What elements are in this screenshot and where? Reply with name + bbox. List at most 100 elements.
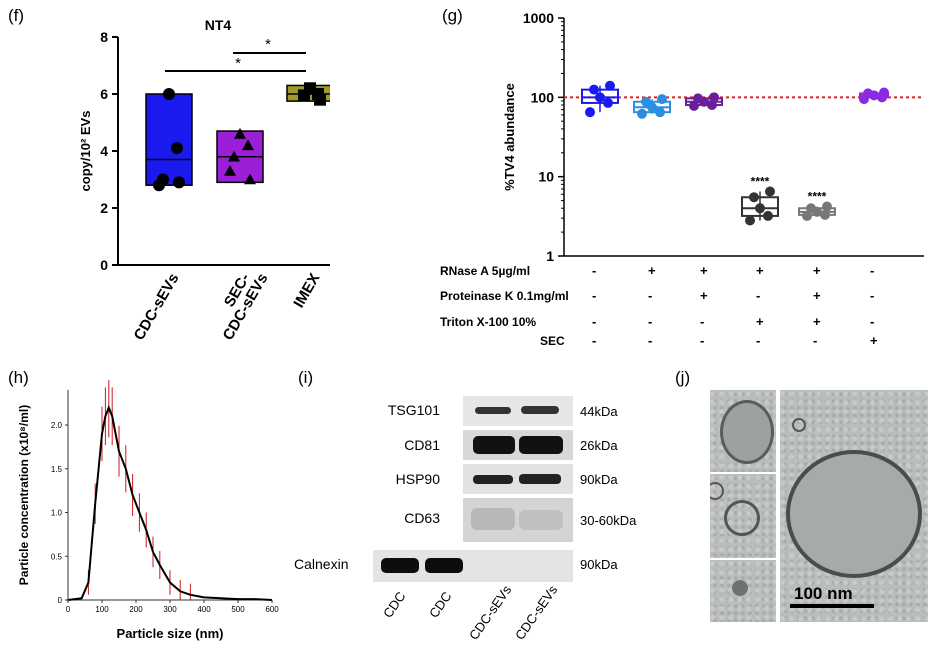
treatment-mark: - [592, 333, 596, 348]
treatment-mark: + [870, 333, 878, 348]
y-tick-label: 0.5 [51, 552, 63, 561]
x-tick-label: 200 [129, 605, 143, 614]
blot-kda-cd81: 26kDa [580, 438, 618, 453]
blot-kda-tsg101: 44kDa [580, 404, 618, 419]
panel-h-chart: 0 0.5 1.0 1.5 2.0 0 100 200 300 400 500 600 Particle… [17, 380, 279, 641]
lane-label-2: CDC [426, 588, 455, 621]
treatment-label: RNase A 5µg/ml [440, 264, 530, 278]
y-axis-label: Particle concentration (x10⁸/ml) [17, 405, 31, 585]
data-point [709, 92, 719, 103]
treatment-mark: - [756, 333, 760, 348]
blot-strip-hsp90 [463, 464, 573, 494]
y-tick-label: 1000 [523, 10, 554, 26]
data-point [585, 107, 595, 118]
data-point [244, 173, 256, 185]
x-tick-label: IMEX [290, 271, 323, 311]
treatment-label: SEC [540, 334, 565, 348]
data-point [298, 89, 310, 102]
treatment-mark: - [648, 314, 652, 329]
data-point [707, 100, 717, 111]
treatment-mark: + [648, 263, 656, 278]
significance-star: * [265, 36, 271, 53]
y-tick-label: 1.5 [51, 465, 63, 474]
box [581, 88, 619, 104]
data-point [822, 201, 832, 212]
panel-f-label: (f) [8, 6, 25, 25]
data-point [171, 142, 183, 155]
data-point [637, 108, 647, 119]
x-tick-label: 600 [265, 605, 279, 614]
x-tick-label: 500 [231, 605, 245, 614]
x-tick-label: 300 [163, 605, 177, 614]
data-point [595, 92, 605, 103]
blot-label-cd63: CD63 [404, 510, 440, 526]
data-point [242, 139, 254, 151]
treatment-mark: - [592, 263, 596, 278]
data-point [234, 127, 246, 139]
treatment-mark: + [813, 314, 821, 329]
panel-i-label: (i) [298, 368, 314, 387]
data-point [224, 164, 236, 176]
data-point [605, 80, 615, 91]
significance-label: **** [751, 175, 770, 189]
data-point [755, 203, 765, 214]
box [741, 196, 779, 217]
y-tick-label: 2.0 [51, 421, 63, 430]
x-axis-label: Particle size (nm) [117, 626, 224, 641]
blot-strip-calnexin [373, 550, 573, 582]
scale-bar-label: 100 nm [794, 584, 853, 603]
box [145, 93, 193, 186]
data-point [806, 203, 816, 214]
panel-g-label: (g) [442, 6, 463, 25]
data-point [693, 93, 703, 104]
y-tick-label: 8 [100, 29, 108, 45]
y-tick-label: 0 [58, 596, 63, 605]
data-point [314, 93, 326, 106]
em-tile-mid-left [710, 474, 776, 558]
x-tick-label: 0 [66, 605, 71, 614]
x-tick-label: 400 [197, 605, 211, 614]
data-point [173, 176, 185, 189]
treatment-mark: - [700, 333, 704, 348]
x-tick-label: 100 [95, 605, 109, 614]
data-point [589, 84, 599, 95]
data-point [879, 87, 889, 98]
data-point [657, 94, 667, 105]
blot-label-cd81: CD81 [404, 437, 440, 453]
treatment-mark: - [648, 333, 652, 348]
data-point [820, 209, 830, 220]
blot-label-hsp90: HSP90 [395, 471, 440, 487]
em-image: 100 nm [710, 390, 928, 622]
treatment-mark: - [813, 333, 817, 348]
blot-label-calnexin: Calnexin [294, 556, 349, 572]
data-point [763, 210, 773, 221]
treatment-label: Triton X-100 10% [440, 315, 536, 329]
treatment-mark: - [870, 314, 874, 329]
data-point [153, 179, 165, 192]
panel-j-label: (j) [675, 368, 691, 387]
y-axis-label: copy/10² EVs [78, 111, 93, 192]
blot-kda-cd63: 30-60kDa [580, 513, 637, 528]
data-point [745, 215, 755, 226]
blot-label-tsg101: TSG101 [387, 402, 440, 418]
blot-strip-tsg101 [463, 396, 573, 426]
treatment-mark: - [756, 288, 760, 303]
treatment-mark: - [870, 263, 874, 278]
significance-label: **** [808, 190, 827, 204]
treatment-mark: + [756, 263, 764, 278]
data-point [603, 97, 613, 108]
panel-g-chart: 1 10 100 1000 %TV4 abundance **** **** RNase A … [440, 10, 924, 348]
data-point [749, 192, 759, 203]
treatment-mark: + [756, 314, 764, 329]
y-axis-label: %TV4 abundance [502, 83, 517, 191]
em-tile-main: 100 nm [780, 390, 928, 622]
treatment-mark: - [592, 288, 596, 303]
blot-kda-hsp90: 90kDa [580, 472, 618, 487]
y-tick-label: 4 [100, 143, 108, 159]
treatment-mark: - [700, 314, 704, 329]
panel-h-label: (h) [8, 368, 29, 387]
treatment-mark: - [870, 288, 874, 303]
y-tick-label: 1.0 [51, 509, 63, 518]
data-point [765, 186, 775, 197]
